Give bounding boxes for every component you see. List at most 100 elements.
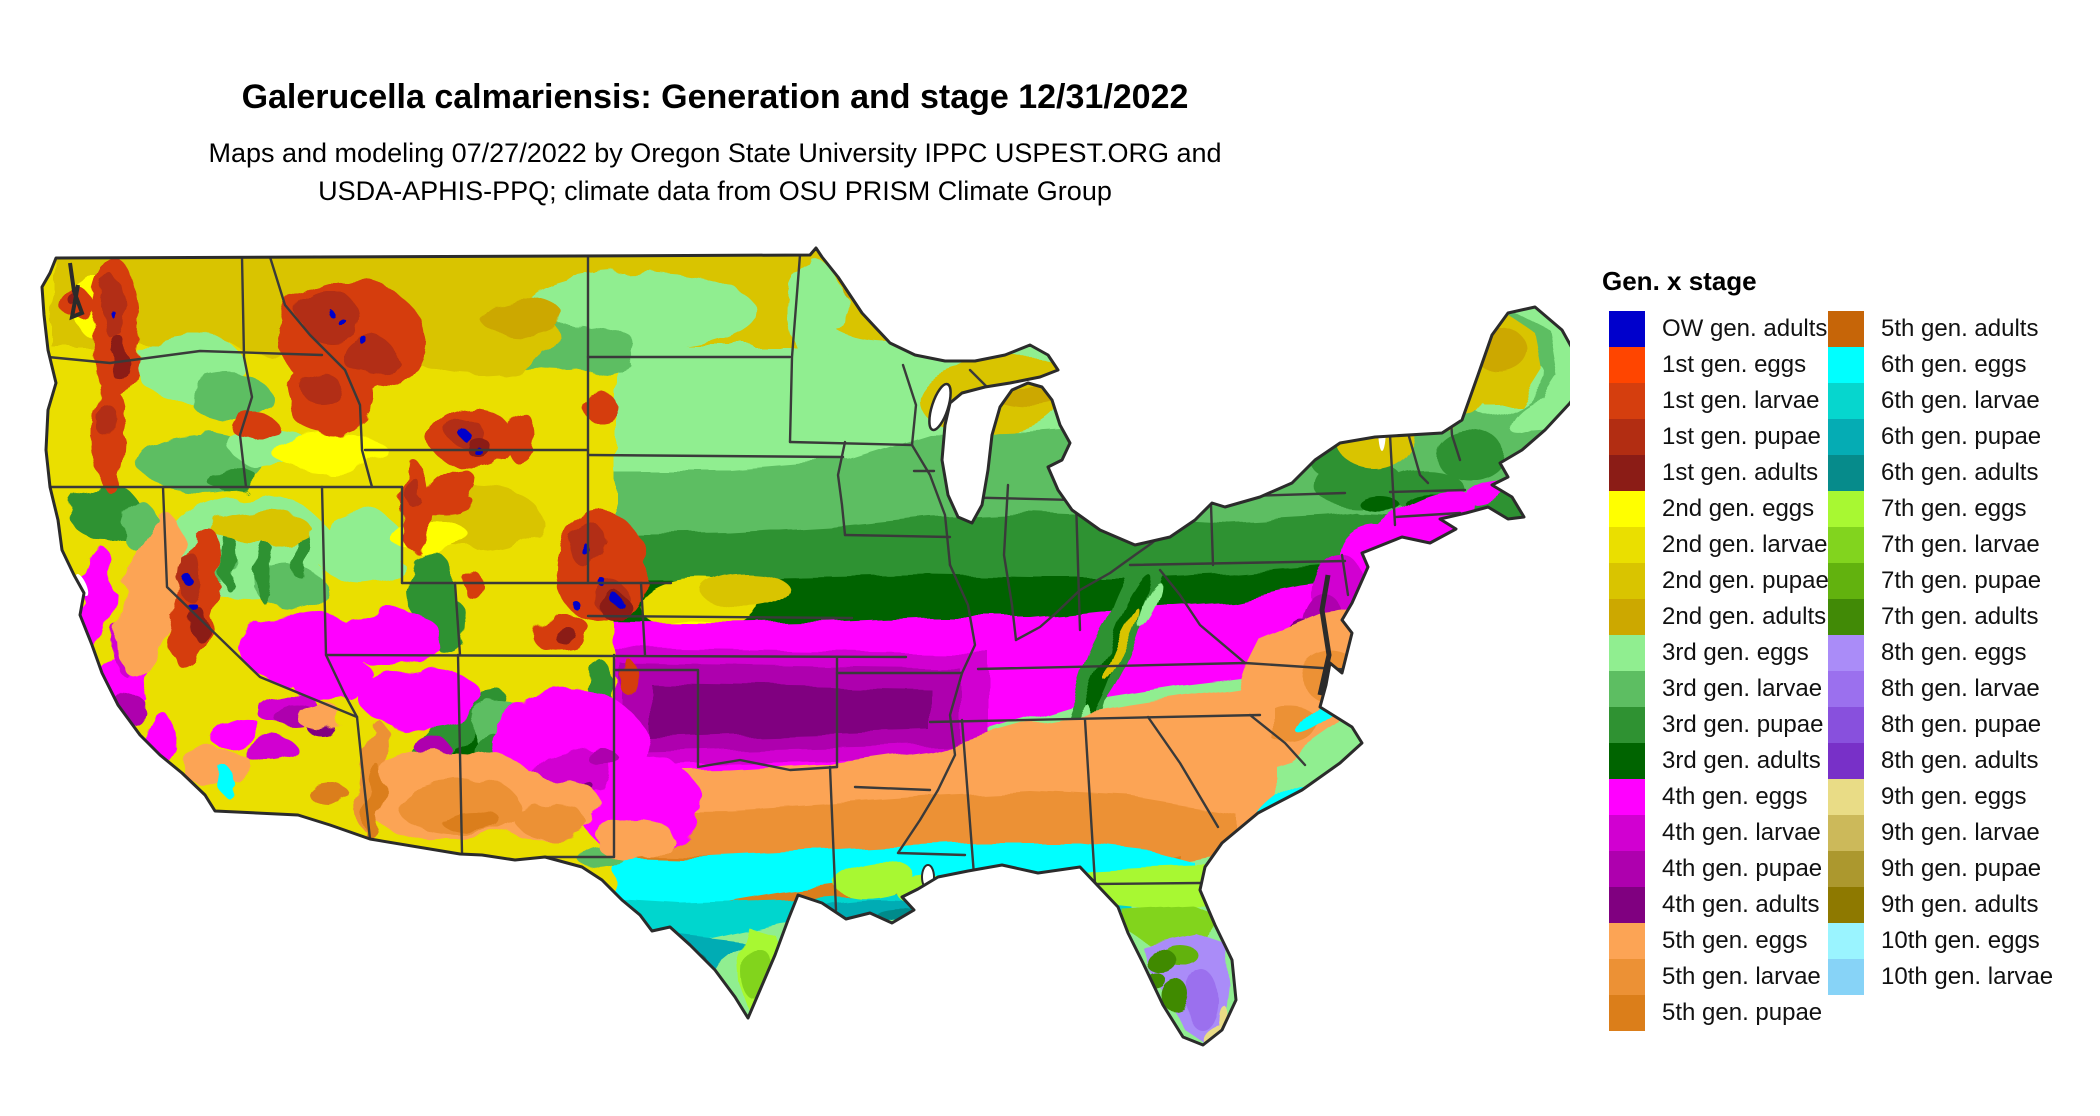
legend-item: 1st gen. pupae bbox=[1600, 419, 1828, 455]
legend-label: 8th gen. pupae bbox=[1881, 711, 2042, 738]
legend-item: 3rd gen. pupae bbox=[1600, 707, 1828, 743]
legend-label: 4th gen. pupae bbox=[1662, 855, 1823, 882]
legend-swatch bbox=[1828, 455, 1864, 491]
legend-item: 7th gen. pupae bbox=[1828, 563, 2053, 599]
legend-label: 9th gen. larvae bbox=[1881, 819, 2040, 846]
legend-swatch bbox=[1828, 599, 1864, 635]
legend-swatch bbox=[1609, 491, 1645, 527]
legend-swatch bbox=[1828, 779, 1864, 815]
legend-label: 5th gen. larvae bbox=[1662, 963, 1821, 990]
legend-swatch bbox=[1609, 311, 1645, 347]
legend-label: 4th gen. eggs bbox=[1662, 783, 1808, 810]
legend-item: OW gen. adults bbox=[1600, 311, 1828, 347]
legend-column-right: 5th gen. adults 6th gen. eggs 6th gen. lar… bbox=[1828, 311, 2053, 995]
map-subtitle-line1: Maps and modeling 07/27/2022 by Oregon S… bbox=[208, 138, 1222, 168]
legend-item: 9th gen. larvae bbox=[1828, 815, 2053, 851]
legend-swatch bbox=[1609, 383, 1645, 419]
legend-swatch bbox=[1609, 635, 1645, 671]
legend-item: 6th gen. adults bbox=[1828, 455, 2053, 491]
map-title: Galerucella calmariensis: Generation and… bbox=[241, 78, 1189, 116]
legend-item: 7th gen. eggs bbox=[1828, 491, 2053, 527]
legend-item: 2nd gen. adults bbox=[1600, 599, 1828, 635]
legend-item: 7th gen. larvae bbox=[1828, 527, 2053, 563]
legend-label: 6th gen. larvae bbox=[1881, 387, 2040, 414]
legend-swatch bbox=[1828, 851, 1864, 887]
legend-label: 6th gen. eggs bbox=[1881, 351, 2027, 378]
san-francisco-bay bbox=[75, 573, 89, 597]
legend-swatch bbox=[1828, 491, 1864, 527]
legend-swatch bbox=[1609, 707, 1645, 743]
legend-swatch bbox=[1609, 347, 1645, 383]
lake-champlain bbox=[1378, 403, 1386, 451]
legend-item: 3rd gen. larvae bbox=[1600, 671, 1828, 707]
legend-item: 9th gen. adults bbox=[1828, 887, 2053, 923]
legend-item: 5th gen. eggs bbox=[1600, 923, 1828, 959]
legend: Gen. x stage OW gen. adults 1st gen. eggs… bbox=[1600, 266, 2080, 1031]
chesapeake-bay bbox=[1317, 574, 1332, 696]
legend-label: 1st gen. eggs bbox=[1662, 351, 1807, 378]
legend-label: 10th gen. larvae bbox=[1881, 963, 2054, 990]
legend-label: 2nd gen. larvae bbox=[1662, 531, 1828, 558]
legend-label: OW gen. adults bbox=[1662, 315, 1828, 342]
legend-label: 5th gen. adults bbox=[1881, 315, 2039, 342]
legend-label: 8th gen. eggs bbox=[1881, 639, 2027, 666]
legend-item: 5th gen. larvae bbox=[1600, 959, 1828, 995]
legend-swatch bbox=[1828, 815, 1864, 851]
legend-swatch bbox=[1609, 995, 1645, 1031]
legend-item: 2nd gen. pupae bbox=[1600, 563, 1829, 599]
legend-swatch bbox=[1609, 455, 1645, 491]
legend-item: 9th gen. pupae bbox=[1828, 851, 2053, 887]
legend-label: 2nd gen. adults bbox=[1662, 603, 1827, 630]
legend-label: 4th gen. adults bbox=[1662, 891, 1820, 918]
legend-label: 8th gen. larvae bbox=[1881, 675, 2040, 702]
legend-label: 6th gen. pupae bbox=[1881, 423, 2042, 450]
legend-swatch bbox=[1609, 599, 1645, 635]
legend-swatch bbox=[1828, 671, 1864, 707]
legend-swatch bbox=[1828, 383, 1864, 419]
legend-swatch bbox=[1609, 887, 1645, 923]
legend-swatch bbox=[1609, 923, 1645, 959]
legend-swatch bbox=[1609, 671, 1645, 707]
legend-label: 3rd gen. larvae bbox=[1662, 675, 1823, 702]
legend-item: 10th gen. larvae bbox=[1828, 959, 2053, 995]
legend-item: 1st gen. adults bbox=[1600, 455, 1828, 491]
legend-label: 7th gen. eggs bbox=[1881, 495, 2027, 522]
legend-label: 8th gen. adults bbox=[1881, 747, 2039, 774]
us-phenology-map bbox=[30, 240, 1590, 1062]
legend-item: 8th gen. eggs bbox=[1828, 635, 2053, 671]
legend-item: 6th gen. larvae bbox=[1828, 383, 2053, 419]
legend-swatch bbox=[1609, 815, 1645, 851]
legend-swatch bbox=[1828, 563, 1864, 599]
legend-swatch bbox=[1609, 527, 1645, 563]
legend-swatch bbox=[1609, 419, 1645, 455]
legend-label: 6th gen. adults bbox=[1881, 459, 2039, 486]
legend-item: 6th gen. eggs bbox=[1828, 347, 2053, 383]
legend-item: 8th gen. pupae bbox=[1828, 707, 2053, 743]
legend-label: 10th gen. eggs bbox=[1881, 927, 2040, 954]
legend-label: 2nd gen. eggs bbox=[1662, 495, 1815, 522]
legend-label: 9th gen. pupae bbox=[1881, 855, 2042, 882]
legend-item: 5th gen. pupae bbox=[1600, 995, 1828, 1031]
legend-item: 10th gen. eggs bbox=[1828, 923, 2053, 959]
legend-label: 9th gen. eggs bbox=[1881, 783, 2027, 810]
legend-swatch bbox=[1609, 959, 1645, 995]
legend-item: 7th gen. adults bbox=[1828, 599, 2053, 635]
legend-item: 9th gen. eggs bbox=[1828, 779, 2053, 815]
legend-label: 1st gen. larvae bbox=[1662, 387, 1820, 414]
legend-swatch bbox=[1609, 563, 1645, 599]
legend-swatch bbox=[1828, 707, 1864, 743]
legend-label: 5th gen. pupae bbox=[1662, 999, 1823, 1026]
legend-item: 8th gen. larvae bbox=[1828, 671, 2053, 707]
legend-item: 2nd gen. larvae bbox=[1600, 527, 1828, 563]
legend-label: 5th gen. eggs bbox=[1662, 927, 1808, 954]
map-subtitle: Maps and modeling 07/27/2022 by Oregon S… bbox=[30, 134, 1400, 210]
legend-label: 1st gen. pupae bbox=[1662, 423, 1821, 450]
legend-label: 3rd gen. eggs bbox=[1662, 639, 1809, 666]
legend-item: 4th gen. adults bbox=[1600, 887, 1828, 923]
legend-swatch bbox=[1609, 851, 1645, 887]
legend-swatch bbox=[1828, 419, 1864, 455]
legend-header: Gen. x stage bbox=[1602, 266, 1757, 296]
us-map-svg bbox=[40, 246, 1590, 1047]
legend-swatch bbox=[1828, 635, 1864, 671]
